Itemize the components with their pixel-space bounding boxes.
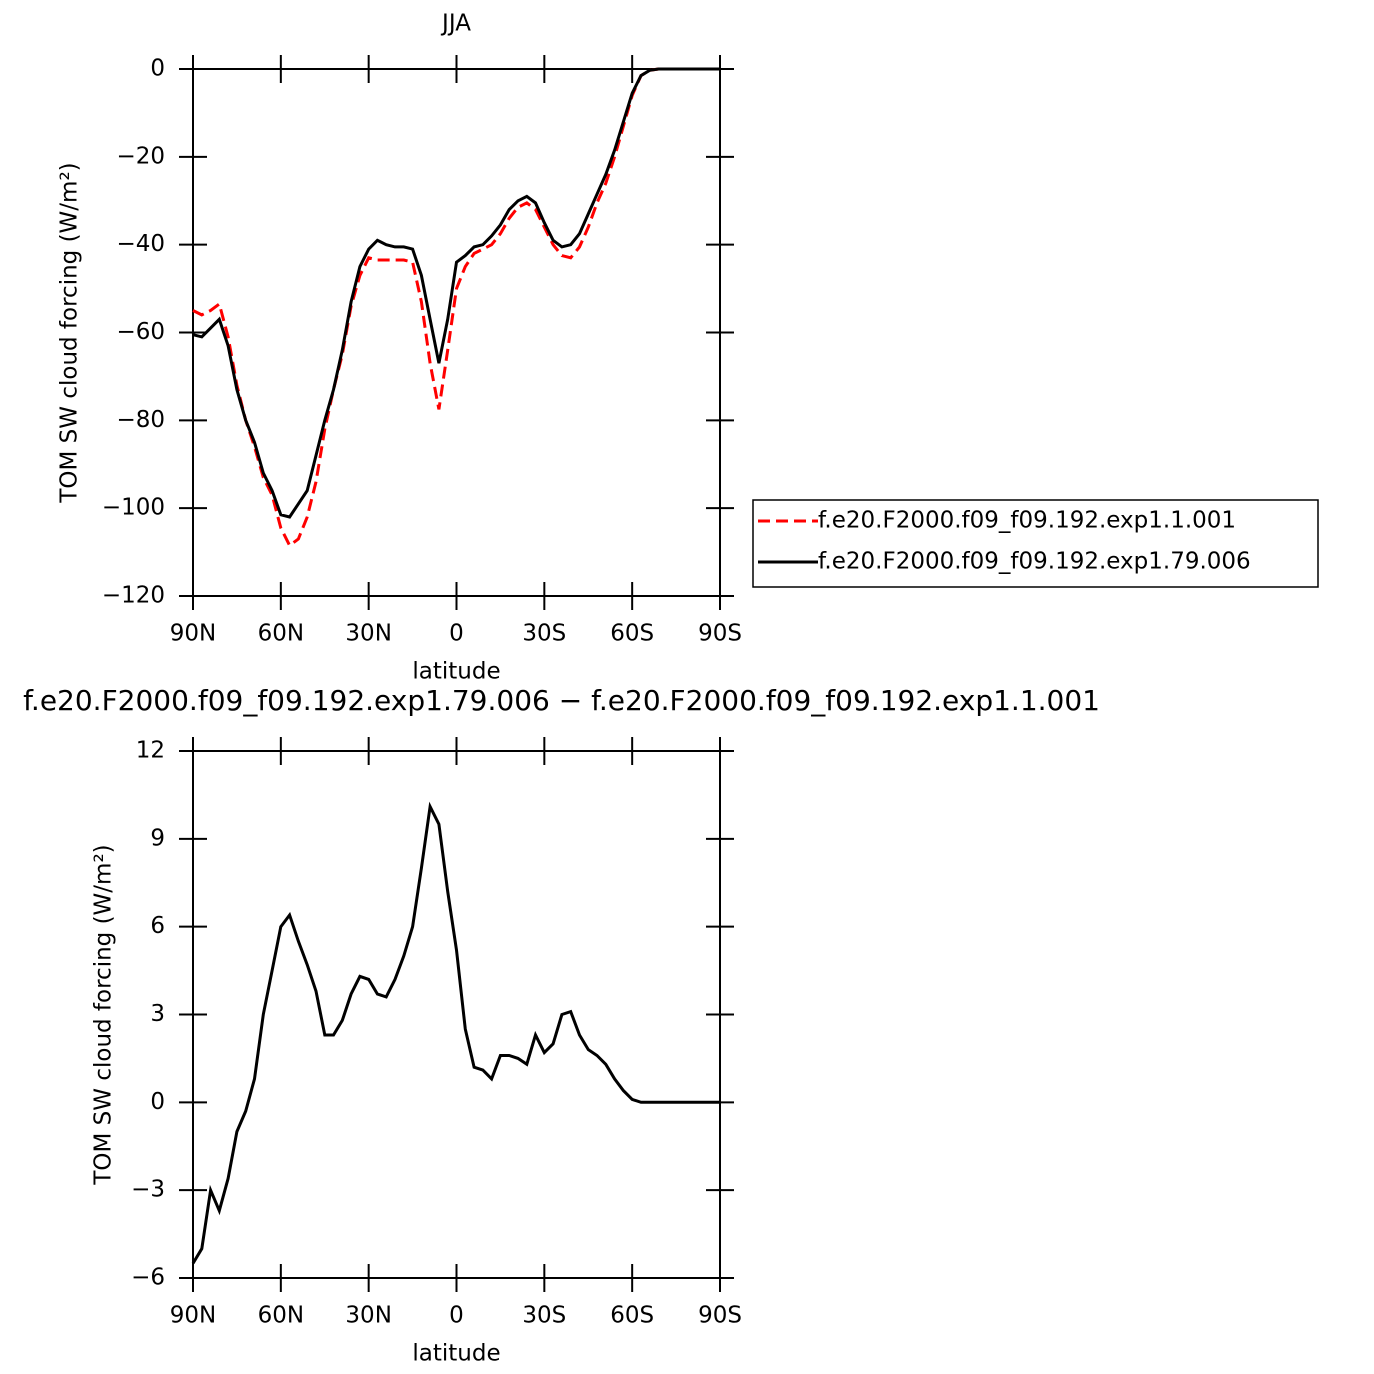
y-tick-label: 6 [150, 913, 165, 939]
y-tick-label: −40 [116, 231, 165, 257]
legend-label: f.e20.F2000.f09_f09.192.exp1.79.006 [818, 549, 1251, 575]
x-tick-label: 60S [610, 621, 654, 647]
x-tick-label: 30N [345, 1303, 391, 1329]
legend-label: f.e20.F2000.f09_f09.192.exp1.1.001 [818, 508, 1236, 534]
data-line [192, 67, 720, 548]
x-tick-label: 30S [522, 1303, 566, 1329]
x-tick-label: 90S [698, 621, 742, 647]
y-tick-label: −3 [131, 1177, 165, 1203]
data-line [192, 67, 720, 519]
y-axis-label: TOM SW cloud forcing (W/m²) [91, 844, 117, 1185]
data-line [191, 801, 720, 1265]
plot-frame [192, 68, 721, 597]
x-tick-label: 60S [610, 1303, 654, 1329]
y-tick-label: 9 [150, 825, 165, 851]
y-tick-label: 3 [150, 1001, 165, 1027]
y-tick-label: −20 [116, 143, 165, 169]
y-axis-label: TOM SW cloud forcing (W/m²) [57, 162, 83, 503]
plot-frame [192, 750, 721, 1279]
y-tick-label: −80 [116, 407, 165, 433]
y-tick-label: −120 [102, 583, 165, 609]
x-tick-label: 30S [522, 621, 566, 647]
x-tick-label: 60N [258, 621, 304, 647]
chart-title: JJA [440, 11, 471, 37]
y-tick-label: 0 [150, 1089, 165, 1115]
y-tick-label: −6 [131, 1265, 165, 1291]
chart-title: f.e20.F2000.f09_f09.192.exp1.79.006 − f.… [23, 684, 1100, 717]
x-tick-label: 90S [698, 1303, 742, 1329]
legend-box [752, 499, 1319, 588]
y-tick-label: 0 [150, 56, 165, 82]
x-axis-label: latitude [412, 1341, 500, 1367]
y-tick-label: −60 [116, 319, 165, 345]
x-tick-label: 0 [449, 621, 464, 647]
x-tick-label: 90N [170, 1303, 216, 1329]
x-tick-label: 60N [258, 1303, 304, 1329]
x-axis-label: latitude [412, 659, 500, 685]
x-tick-label: 90N [170, 621, 216, 647]
x-tick-label: 0 [449, 1303, 464, 1329]
x-tick-label: 30N [345, 621, 391, 647]
y-tick-label: −100 [102, 495, 165, 521]
y-tick-label: 12 [136, 738, 165, 764]
